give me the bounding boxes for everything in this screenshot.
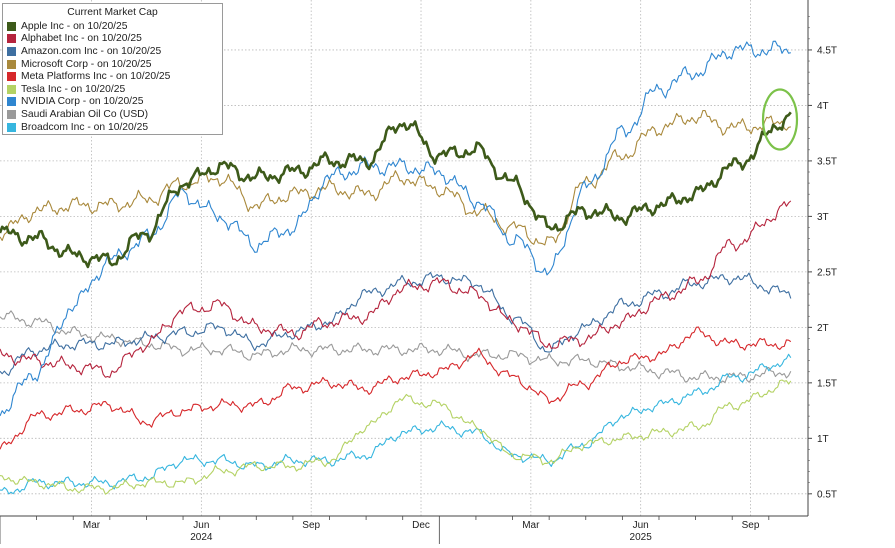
y-tick-label: 3.5T (817, 156, 837, 167)
series-line-4 (0, 326, 792, 450)
x-tick-label: Sep (742, 520, 760, 531)
legend-item: Saudi Arabian Oil Co (USD) (7, 108, 218, 121)
series-line-6 (0, 40, 791, 417)
y-tick-label: 1.5T (817, 378, 837, 389)
year-label: 2025 (630, 532, 653, 543)
legend-swatch (7, 59, 16, 69)
x-tick-label: Mar (522, 520, 540, 531)
series-lines (0, 40, 792, 495)
series-line-7 (0, 310, 792, 384)
legend-swatch (7, 46, 16, 56)
legend-item: Meta Platforms Inc - on 10/20/25 (7, 70, 218, 83)
legend-label: Apple Inc - on 10/20/25 (21, 20, 128, 32)
legend-label: NVIDIA Corp - on 10/20/25 (21, 96, 144, 108)
series-line-0 (0, 111, 792, 269)
legend-swatch (7, 84, 16, 94)
legend-title: Current Market Cap (67, 7, 158, 18)
legend-item: Amazon.com Inc - on 10/20/25 (7, 45, 218, 58)
legend-swatch (7, 72, 16, 82)
legend-label: Alphabet Inc - on 10/20/25 (21, 33, 142, 45)
y-tick-label: 1T (817, 434, 829, 445)
legend-rows: Apple Inc - on 10/20/25 Alphabet Inc - on… (7, 20, 218, 133)
y-tick-label: 2.5T (817, 267, 837, 278)
annotation-layer (761, 88, 799, 151)
legend-item: Apple Inc - on 10/20/25 (7, 20, 218, 33)
legend-label: Microsoft Corp - on 10/20/25 (21, 58, 152, 70)
legend-swatch (7, 122, 16, 132)
series-line-8 (0, 353, 792, 495)
series-line-1 (0, 200, 792, 378)
series-line-5 (0, 379, 792, 495)
legend-item: NVIDIA Corp - on 10/20/25 (7, 96, 218, 109)
x-tick-label: Mar (83, 520, 101, 531)
y-tick-label: 4.5T (817, 45, 837, 56)
legend: Current Market Cap Apple Inc - on 10/20/… (2, 3, 223, 135)
legend-swatch (7, 34, 16, 44)
y-tick-label: 4T (817, 101, 829, 112)
y-tick-label: 3T (817, 212, 829, 223)
x-tick-label: Jun (633, 520, 649, 531)
legend-label: Meta Platforms Inc - on 10/20/25 (21, 71, 171, 83)
x-tick-label: Sep (302, 520, 320, 531)
legend-label: Broadcom Inc - on 10/20/25 (21, 121, 149, 133)
legend-item: Broadcom Inc - on 10/20/25 (7, 121, 218, 134)
highlight-circle (761, 88, 799, 151)
legend-item: Tesla Inc - on 10/20/25 (7, 83, 218, 96)
series-line-2 (0, 271, 792, 376)
legend-swatch (7, 21, 16, 31)
legend-label: Saudi Arabian Oil Co (USD) (21, 108, 149, 120)
x-tick-label: Jun (193, 520, 209, 531)
legend-swatch (7, 109, 16, 119)
y-tick-label: 2T (817, 323, 829, 334)
x-axis: Mar Jun Sep Dec Mar Jun Sep 2024 2025 (0, 515, 808, 544)
legend-label: Amazon.com Inc - on 10/20/25 (21, 45, 162, 57)
legend-item: Microsoft Corp - on 10/20/25 (7, 58, 218, 71)
series-line-3 (0, 109, 791, 246)
legend-swatch (7, 97, 16, 107)
x-tick-label: Dec (412, 520, 430, 531)
year-label: 2024 (190, 532, 213, 543)
y-axis: 0.5T 1T 1.5T 2T 2.5T 3T 3.5T 4T 4.5T (807, 0, 837, 516)
y-tick-label: 0.5T (817, 489, 837, 500)
legend-item: Alphabet Inc - on 10/20/25 (7, 33, 218, 46)
legend-label: Tesla Inc - on 10/20/25 (21, 83, 126, 95)
